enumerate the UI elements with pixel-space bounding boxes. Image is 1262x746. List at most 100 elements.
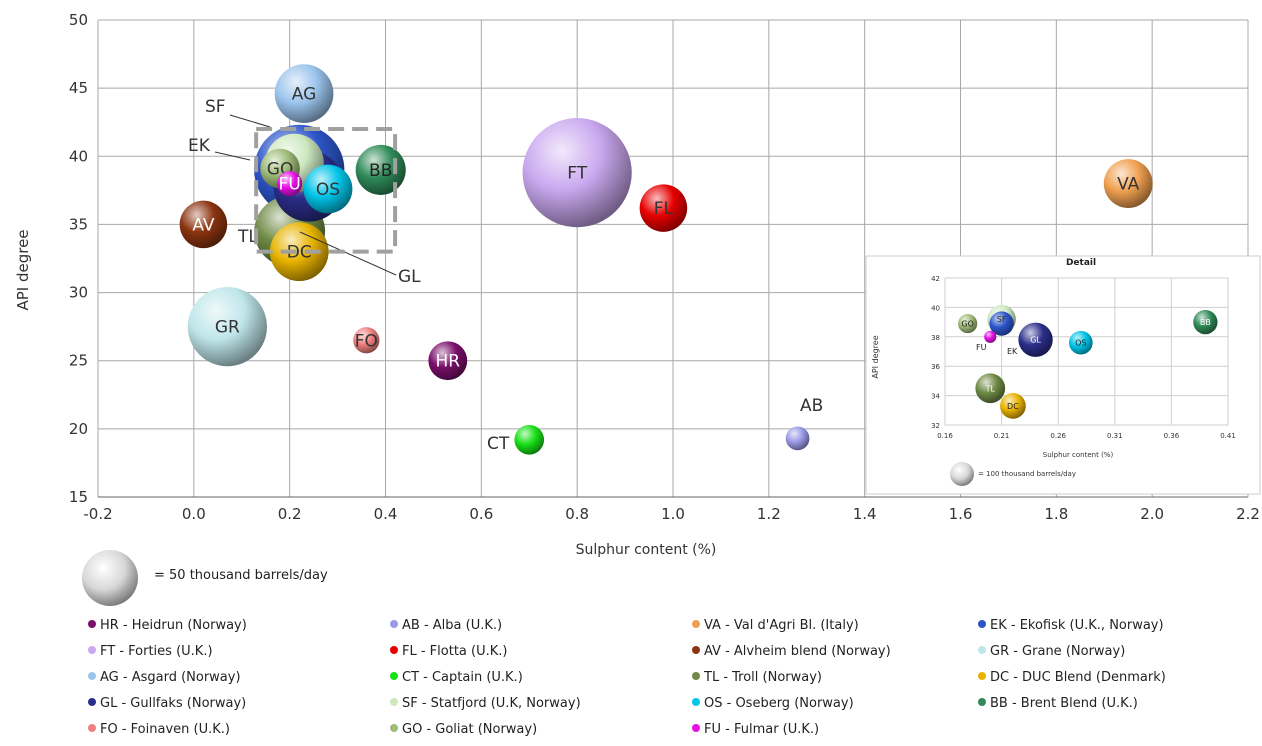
inset-size-key-label: = 100 thousand barrels/day	[978, 470, 1076, 478]
detail-inset: Detail 0.16 0.21 0.26 0.31 0.36 0.41 32 34 36 38 4…	[865, 255, 1261, 495]
legend-marker	[88, 646, 96, 654]
legend-marker	[88, 698, 96, 706]
legend-marker	[390, 620, 398, 628]
legend-item: VA - Val d'Agri Bl. (Italy)	[692, 618, 859, 633]
inset-bubble-fu	[984, 330, 997, 343]
bubble-label-ab: AB	[800, 396, 823, 416]
x-tick-label: 2.2	[1236, 505, 1260, 523]
legend-item: CT - Captain (U.K.)	[390, 670, 523, 685]
inset-x-tick-label: 0.41	[1220, 432, 1236, 440]
legend-item: AG - Asgard (Norway)	[88, 670, 241, 685]
bubble-label-dc: DC	[287, 243, 312, 263]
legend-label: FT - Forties (U.K.)	[100, 644, 213, 659]
legend-item: HR - Heidrun (Norway)	[88, 618, 247, 633]
y-tick-label: 45	[69, 79, 88, 97]
bubble-label-hr: HR	[435, 352, 460, 372]
x-tick-label: 1.6	[949, 505, 973, 523]
bubble-label-fu: FU	[279, 175, 301, 195]
bubble-label-fl: FL	[654, 199, 674, 219]
bubble-fl	[639, 184, 688, 232]
legend-label: AG - Asgard (Norway)	[100, 670, 241, 685]
inset-bubble-ek	[989, 311, 1014, 336]
bubble-va	[1103, 159, 1153, 208]
x-tick-label: -0.2	[83, 505, 112, 523]
legend-marker	[692, 698, 700, 706]
bubble-dc	[269, 222, 329, 282]
legend-label: GR - Grane (Norway)	[990, 644, 1126, 659]
x-tick-label: 0.8	[565, 505, 589, 523]
inset-bubble-label-bb: BB	[1200, 318, 1211, 327]
bubble-fo	[353, 327, 380, 354]
bubble-label-sf: SF	[205, 97, 226, 117]
inset-bubble-label-tl: TL	[985, 384, 996, 393]
inset-bubble-label-os: OS	[1075, 339, 1086, 348]
x-tick-label: 1.8	[1044, 505, 1068, 523]
size-key-label: = 50 thousand barrels/day	[154, 568, 328, 583]
legend-marker	[692, 620, 700, 628]
inset-bubble-label-dc: DC	[1007, 402, 1019, 411]
inset-y-tick-label: 40	[931, 304, 940, 312]
legend-item: TL - Troll (Norway)	[692, 670, 822, 685]
legend-item: FL - Flotta (U.K.)	[390, 644, 507, 659]
x-tick-label: 1.4	[853, 505, 877, 523]
legend-marker	[390, 672, 398, 680]
inset-x-tick-label: 0.21	[994, 432, 1010, 440]
inset-bubble-dc	[1000, 393, 1026, 419]
inset-bubble-go	[958, 313, 978, 334]
legend-item: DC - DUC Blend (Denmark)	[978, 670, 1166, 685]
y-tick-label: 15	[69, 488, 88, 506]
inset-bubble-tl	[975, 373, 1006, 404]
inset-y-tick-label: 34	[931, 393, 940, 401]
legend-label: FU - Fulmar (U.K.)	[704, 722, 820, 737]
legend-label: FO - Foinaven (U.K.)	[100, 722, 230, 737]
legend-marker	[978, 646, 986, 654]
inset-y-tick-label: 32	[931, 422, 940, 430]
y-axis-label: API degree	[14, 229, 32, 310]
inset-bubble-bb	[1193, 309, 1218, 335]
legend-label: GL - Gullfaks (Norway)	[100, 696, 247, 711]
y-tick-label: 40	[69, 147, 88, 165]
legend-marker	[390, 646, 398, 654]
bubble-hr	[428, 341, 468, 381]
bubble-label-tl: TL	[237, 227, 258, 247]
inset-y-tick-label: 42	[931, 275, 940, 283]
x-axis-label: Sulphur content (%)	[576, 542, 717, 558]
bubble-label-ag: AG	[292, 85, 317, 105]
inset-axes: 0.16 0.21 0.26 0.31 0.36 0.41 32 34 36 38 40 42	[931, 275, 1236, 440]
bubble-ct	[514, 424, 545, 455]
inset-bubble-label-go: GO	[961, 320, 974, 329]
inset-x-tick-label: 0.26	[1050, 432, 1066, 440]
main-bubbles: FT GR DC AG BB OS VA AV FL GO HR FO FU	[179, 64, 1153, 455]
inset-y-axis-label: API degree	[871, 335, 880, 378]
legend-label: CT - Captain (U.K.)	[402, 670, 523, 685]
legend-label: TL - Troll (Norway)	[704, 670, 822, 685]
zoom-box	[254, 127, 398, 254]
x-tick-label: 1.0	[661, 505, 685, 523]
x-tick-label: 0.6	[469, 505, 493, 523]
legend-label: VA - Val d'Agri Bl. (Italy)	[704, 618, 859, 633]
main-annotations: SF EK GL TL CT AB	[188, 97, 823, 454]
bubble-ab	[785, 426, 810, 451]
legend-item: GR - Grane (Norway)	[978, 644, 1125, 659]
x-tick-label: 2.0	[1140, 505, 1164, 523]
legend-label: FL - Flotta (U.K.)	[402, 644, 508, 659]
inset-bubble-label-sf: SF	[997, 315, 1007, 324]
leader-line-ek	[214, 151, 251, 161]
bubble-label-av: AV	[192, 215, 215, 235]
legend-label: AB - Alba (U.K.)	[402, 618, 503, 633]
bubble-gr	[187, 287, 267, 367]
inset-y-tick-label: 38	[931, 334, 940, 342]
inset-frame	[865, 255, 1261, 495]
inset-x-tick-label: 0.16	[937, 432, 953, 440]
size-key-bubble	[80, 548, 140, 608]
bubble-av	[179, 200, 228, 249]
legend-label: EK - Ekofisk (U.K., Norway)	[990, 618, 1164, 633]
bubble-label-fo: FO	[355, 331, 378, 351]
legend-label: BB - Brent Blend (U.K.)	[990, 696, 1138, 711]
x-tick-label: 0.0	[182, 505, 206, 523]
legend-item: BB - Brent Blend (U.K.)	[978, 696, 1138, 711]
legend-marker	[88, 620, 96, 628]
inset-bubble-gl	[1018, 322, 1053, 357]
leader-line-sf	[229, 114, 271, 128]
legend-item: SF - Statfjord (U.K, Norway)	[390, 696, 581, 711]
